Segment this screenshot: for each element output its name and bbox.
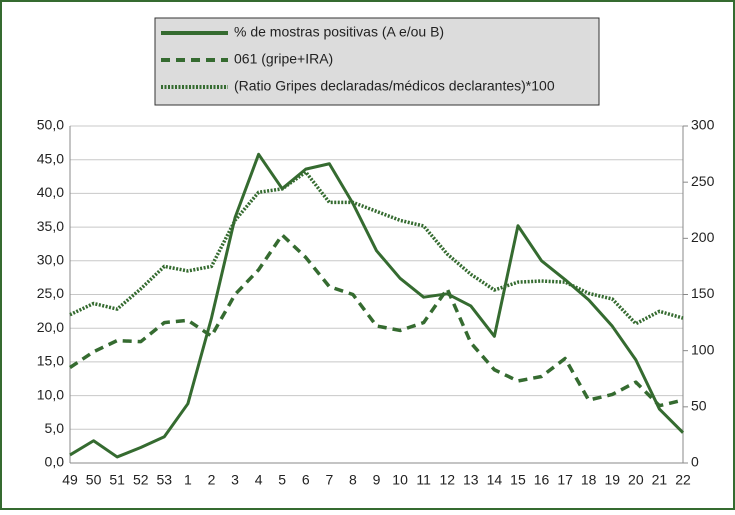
y-tick-label: 20,0 <box>37 319 64 335</box>
x-tick-label: 51 <box>109 472 125 488</box>
x-tick-label: 49 <box>62 472 78 488</box>
legend-label: (Ratio Gripes declaradas/médicos declara… <box>234 78 555 94</box>
x-tick-label: 19 <box>604 472 620 488</box>
y2-tick-label: 250 <box>691 173 715 189</box>
y-tick-label: 45,0 <box>37 150 64 166</box>
x-tick-label: 6 <box>302 472 310 488</box>
y2-tick-label: 150 <box>691 285 715 301</box>
y2-tick-label: 0 <box>691 454 699 470</box>
x-tick-label: 53 <box>157 472 173 488</box>
y-tick-label: 25,0 <box>37 285 64 301</box>
x-tick-label: 17 <box>557 472 573 488</box>
y-tick-label: 50,0 <box>37 117 64 133</box>
x-tick-label: 15 <box>510 472 526 488</box>
x-tick-label: 16 <box>534 472 550 488</box>
x-tick-label: 7 <box>325 472 333 488</box>
y-tick-label: 0,0 <box>45 454 65 470</box>
series-line <box>69 170 684 326</box>
x-tick-label: 11 <box>416 472 431 488</box>
y-tick-label: 35,0 <box>37 218 64 234</box>
x-tick-label: 22 <box>675 472 691 488</box>
x-tick-label: 18 <box>581 472 597 488</box>
y2-tick-label: 300 <box>691 117 715 133</box>
y2-tick-label: 200 <box>691 229 715 245</box>
x-tick-label: 8 <box>349 472 357 488</box>
y2-tick-label: 50 <box>691 398 707 414</box>
x-tick-label: 1 <box>184 472 192 488</box>
legend-label: 061 (gripe+IRA) <box>234 51 333 67</box>
y-tick-label: 40,0 <box>37 184 64 200</box>
x-tick-label: 2 <box>208 472 216 488</box>
x-tick-label: 4 <box>255 472 263 488</box>
legend-box <box>154 17 600 106</box>
x-tick-label: 5 <box>278 472 286 488</box>
y-tick-label: 5,0 <box>45 420 65 436</box>
x-tick-label: 10 <box>392 472 408 488</box>
x-tick-label: 20 <box>628 472 644 488</box>
x-tick-label: 3 <box>231 472 239 488</box>
x-tick-label: 14 <box>487 472 503 488</box>
y-tick-label: 10,0 <box>37 386 64 402</box>
y2-tick-label: 100 <box>691 341 715 357</box>
x-tick-label: 12 <box>439 472 455 488</box>
series-line <box>69 152 685 459</box>
x-tick-label: 21 <box>652 472 668 488</box>
x-tick-label: 50 <box>86 472 102 488</box>
y-tick-label: 30,0 <box>37 252 64 268</box>
legend-label: % de mostras positivas (A e/ou B) <box>234 24 444 40</box>
y-tick-label: 15,0 <box>37 353 64 369</box>
x-tick-label: 13 <box>463 472 479 488</box>
x-tick-label: 9 <box>373 472 381 488</box>
x-tick-label: 52 <box>133 472 149 488</box>
